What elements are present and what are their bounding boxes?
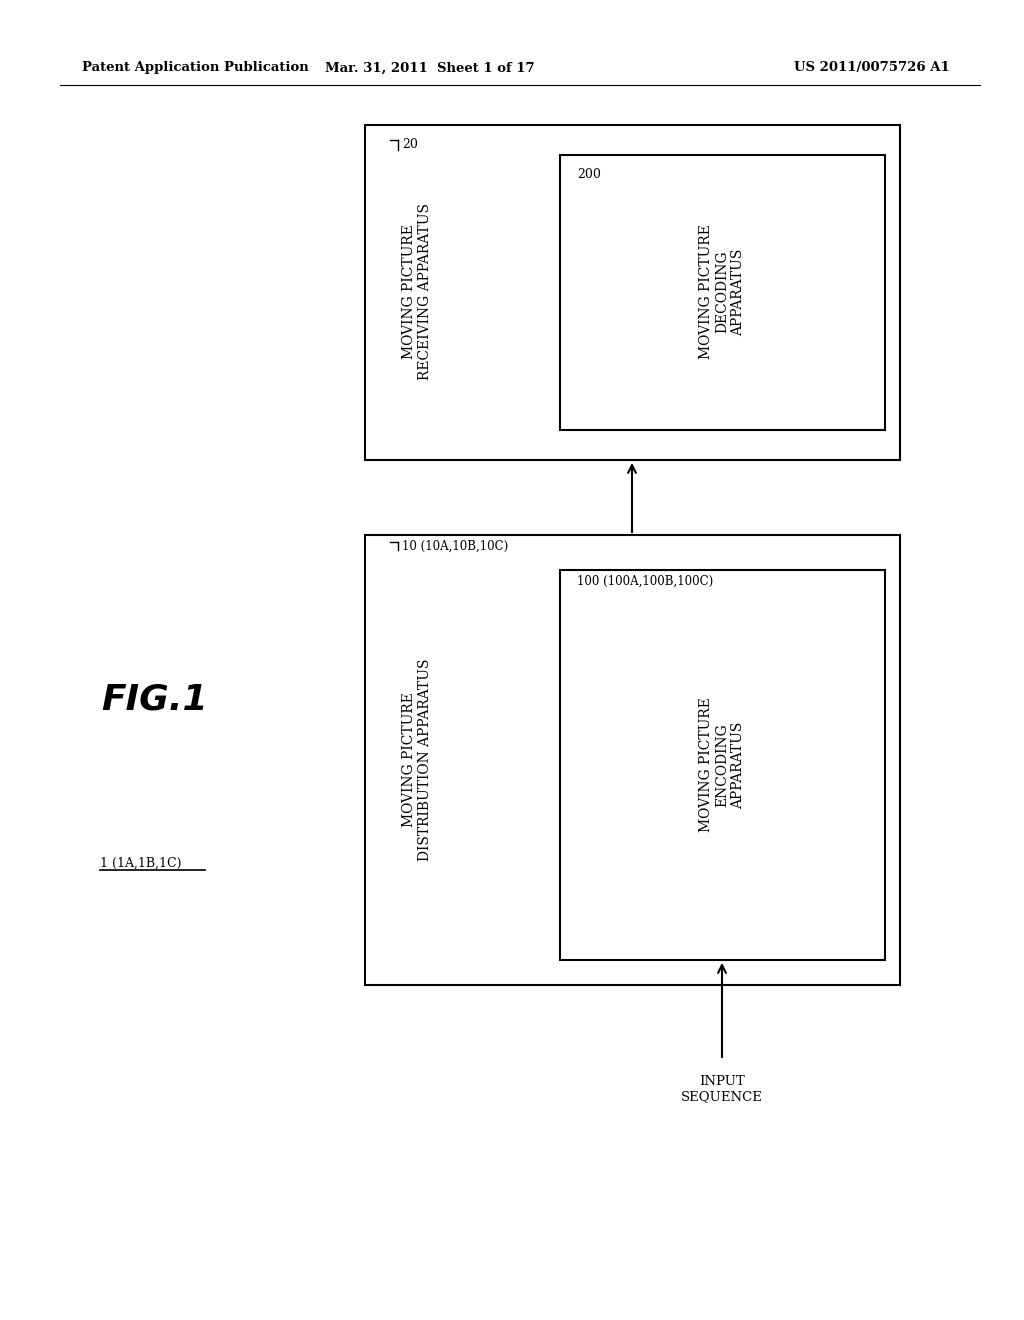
Text: Mar. 31, 2011  Sheet 1 of 17: Mar. 31, 2011 Sheet 1 of 17 <box>326 62 535 74</box>
Text: MOVING PICTURE
DISTRIBUTION APPARATUS: MOVING PICTURE DISTRIBUTION APPARATUS <box>401 659 432 861</box>
Text: 100 (100A,100B,100C): 100 (100A,100B,100C) <box>577 574 714 587</box>
Text: 10 (10A,10B,10C): 10 (10A,10B,10C) <box>402 540 508 553</box>
Bar <box>560 154 885 430</box>
Text: MOVING PICTURE
RECEIVING APPARATUS: MOVING PICTURE RECEIVING APPARATUS <box>401 203 432 380</box>
Text: Patent Application Publication: Patent Application Publication <box>82 62 309 74</box>
Text: FIG.1: FIG.1 <box>101 682 208 717</box>
Text: 1 (1A,1B,1C): 1 (1A,1B,1C) <box>100 857 181 870</box>
Bar <box>365 125 900 459</box>
Text: MOVING PICTURE
DECODING
APPARATUS: MOVING PICTURE DECODING APPARATUS <box>698 224 745 359</box>
Text: MOVING PICTURE
ENCODING
APPARATUS: MOVING PICTURE ENCODING APPARATUS <box>698 697 745 833</box>
Text: INPUT
SEQUENCE: INPUT SEQUENCE <box>681 1074 763 1104</box>
Text: US 2011/0075726 A1: US 2011/0075726 A1 <box>795 62 950 74</box>
Bar <box>365 535 900 985</box>
Text: 200: 200 <box>577 169 601 181</box>
Text: 20: 20 <box>402 139 418 152</box>
Bar <box>560 570 885 960</box>
